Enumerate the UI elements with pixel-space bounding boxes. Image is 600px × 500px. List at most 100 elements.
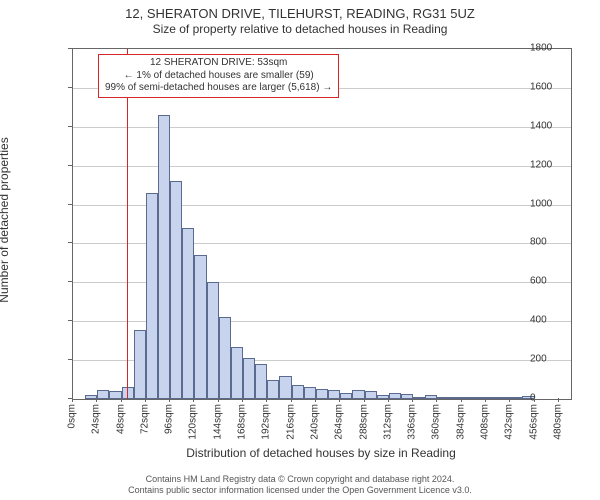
gridline-h [73, 127, 571, 128]
x-tick-label: 360sqm [431, 404, 442, 440]
histogram-bar [158, 115, 170, 399]
histogram-bar [146, 193, 158, 399]
histogram-bar [462, 397, 474, 399]
x-tick-mark [509, 398, 510, 402]
x-tick-mark [315, 398, 316, 402]
x-tick-label: 120sqm [188, 404, 199, 440]
x-tick-label: 24sqm [91, 404, 102, 434]
histogram-bar [389, 393, 401, 399]
x-tick-mark [558, 398, 559, 402]
x-tick-label: 0sqm [67, 404, 78, 428]
histogram-bar [255, 364, 267, 399]
x-tick-label: 480sqm [552, 404, 563, 440]
x-tick-label: 336sqm [407, 404, 418, 440]
histogram-bar [510, 397, 522, 399]
x-tick-label: 432sqm [504, 404, 515, 440]
histogram-bar [365, 391, 377, 399]
footer-line: Contains public sector information licen… [0, 485, 600, 496]
x-tick-label: 288sqm [358, 404, 369, 440]
footer: Contains HM Land Registry data © Crown c… [0, 474, 600, 496]
x-tick-mark [145, 398, 146, 402]
histogram-bar [194, 255, 206, 399]
x-tick-mark [121, 398, 122, 402]
x-tick-label: 72sqm [139, 404, 150, 434]
y-tick-label: 1800 [530, 43, 596, 54]
y-tick-mark [68, 87, 72, 88]
y-tick-label: 600 [530, 276, 596, 287]
x-tick-label: 408sqm [479, 404, 490, 440]
y-tick-label: 1200 [530, 159, 596, 170]
histogram-bar [170, 181, 182, 399]
chart-title-block: 12, SHERATON DRIVE, TILEHURST, READING, … [0, 0, 600, 36]
histogram-bar [207, 282, 219, 399]
x-tick-label: 240sqm [309, 404, 320, 440]
x-tick-mark [412, 398, 413, 402]
histogram-bar [413, 397, 425, 399]
x-tick-mark [388, 398, 389, 402]
plot-area [72, 48, 572, 400]
x-tick-label: 168sqm [237, 404, 248, 440]
x-tick-label: 264sqm [334, 404, 345, 440]
x-tick-mark [242, 398, 243, 402]
histogram-bar [486, 397, 498, 399]
gridline-h [73, 166, 571, 167]
x-tick-mark [436, 398, 437, 402]
y-tick-mark [68, 242, 72, 243]
y-tick-mark [68, 126, 72, 127]
histogram-bar [340, 393, 352, 399]
x-tick-label: 192sqm [261, 404, 272, 440]
histogram-bar [122, 387, 134, 399]
y-tick-mark [68, 359, 72, 360]
y-tick-label: 1600 [530, 81, 596, 92]
x-tick-label: 312sqm [382, 404, 393, 440]
y-tick-mark [68, 165, 72, 166]
y-tick-label: 200 [530, 354, 596, 365]
histogram-bar [231, 347, 243, 400]
y-tick-label: 400 [530, 315, 596, 326]
annotation-line: ← 1% of detached houses are smaller (59) [105, 70, 332, 83]
histogram-bar [437, 397, 449, 399]
x-tick-mark [266, 398, 267, 402]
chart-title-main: 12, SHERATON DRIVE, TILEHURST, READING, … [0, 6, 600, 22]
x-tick-label: 384sqm [455, 404, 466, 440]
histogram-bar [134, 330, 146, 399]
x-tick-mark [534, 398, 535, 402]
y-tick-mark [68, 48, 72, 49]
histogram-bar [279, 376, 291, 399]
histogram-bar [182, 228, 194, 399]
x-tick-mark [218, 398, 219, 402]
x-tick-mark [72, 398, 73, 402]
x-tick-label: 456sqm [528, 404, 539, 440]
x-tick-label: 216sqm [285, 404, 296, 440]
y-axis-label: Number of detached properties [0, 120, 11, 320]
x-tick-label: 96sqm [164, 404, 175, 434]
y-tick-mark [68, 320, 72, 321]
x-tick-label: 48sqm [115, 404, 126, 434]
x-tick-mark [96, 398, 97, 402]
annotation-line: 99% of semi-detached houses are larger (… [105, 82, 332, 95]
x-axis-label: Distribution of detached houses by size … [72, 446, 570, 460]
reference-line [127, 49, 128, 399]
x-tick-mark [339, 398, 340, 402]
histogram-bar [243, 358, 255, 399]
histogram-bar [267, 380, 279, 399]
x-tick-mark [461, 398, 462, 402]
footer-line: Contains HM Land Registry data © Crown c… [0, 474, 600, 485]
annotation-line: 12 SHERATON DRIVE: 53sqm [105, 57, 332, 70]
y-tick-label: 1000 [530, 198, 596, 209]
x-tick-mark [169, 398, 170, 402]
histogram-bar [219, 317, 231, 399]
x-tick-mark [364, 398, 365, 402]
x-tick-mark [291, 398, 292, 402]
y-tick-label: 1400 [530, 120, 596, 131]
chart-title-sub: Size of property relative to detached ho… [0, 22, 600, 36]
x-tick-label: 144sqm [212, 404, 223, 440]
annotation-box: 12 SHERATON DRIVE: 53sqm ← 1% of detache… [98, 54, 339, 98]
x-tick-mark [485, 398, 486, 402]
x-tick-mark [193, 398, 194, 402]
y-tick-label: 0 [530, 393, 596, 404]
y-tick-mark [68, 204, 72, 205]
y-tick-mark [68, 281, 72, 282]
histogram-bar [97, 390, 109, 399]
histogram-bar [316, 389, 328, 399]
